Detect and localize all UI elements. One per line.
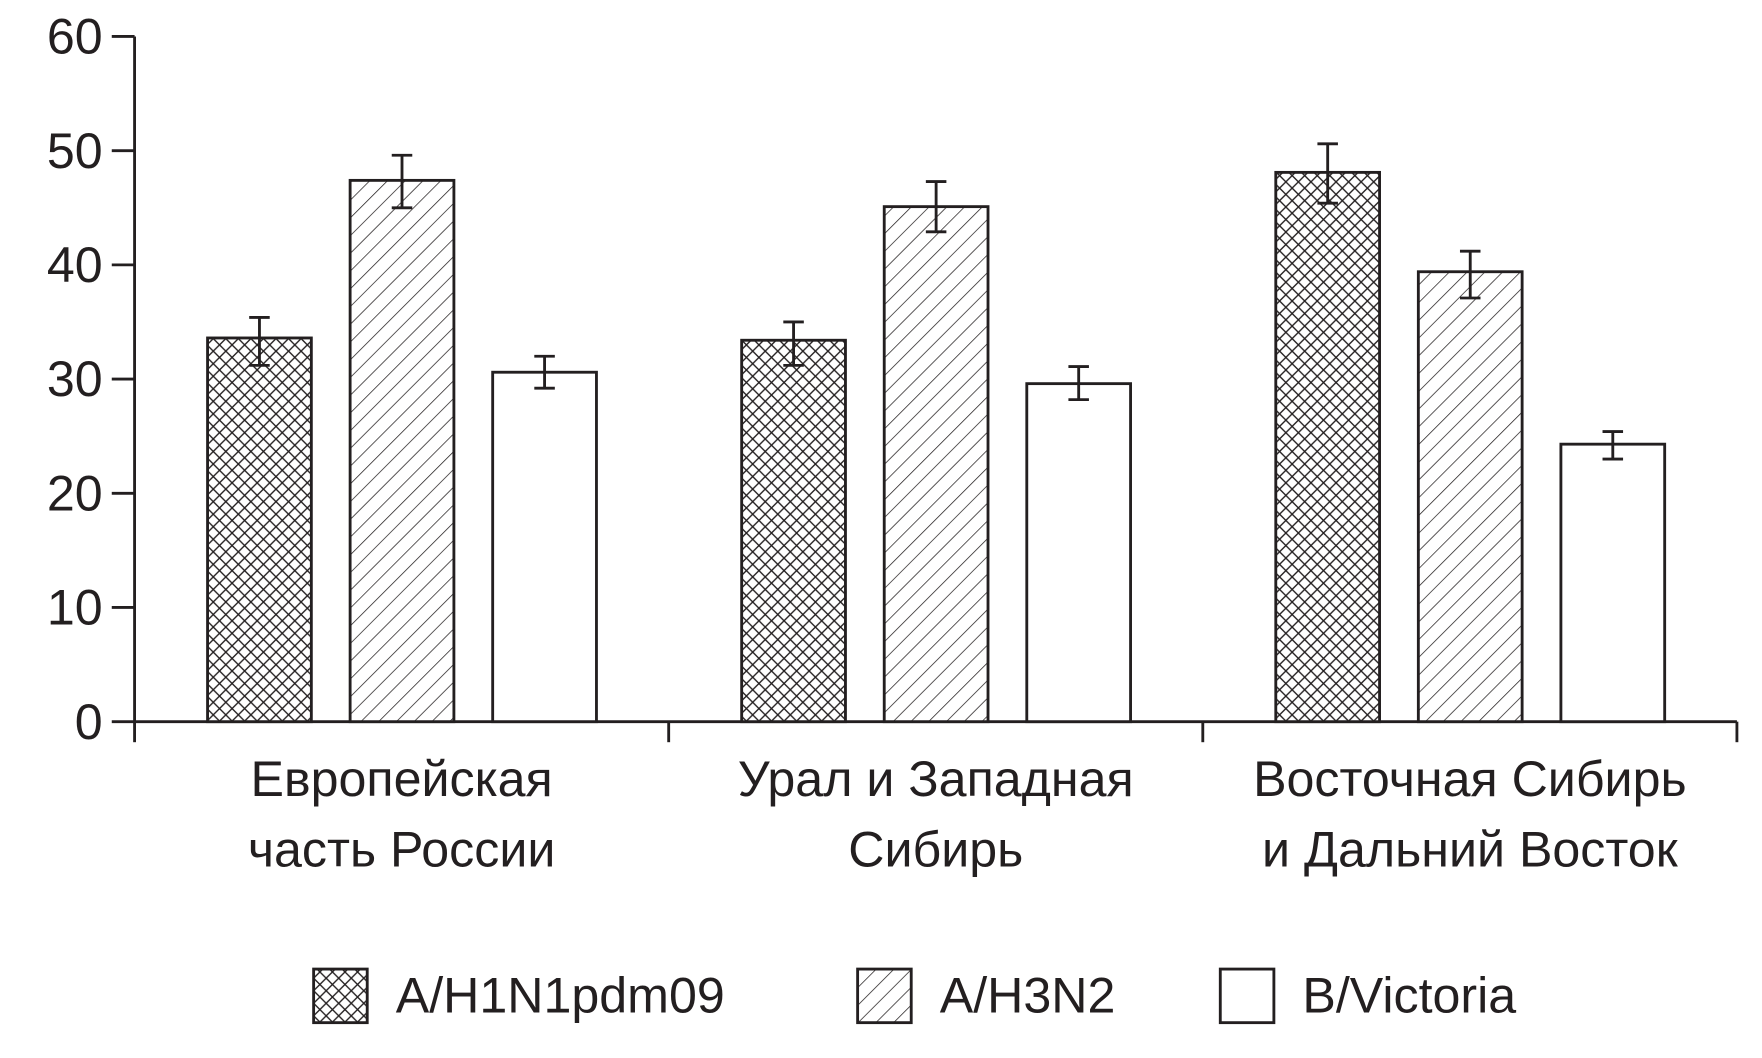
legend-label: A/H1N1pdm09 xyxy=(396,967,725,1023)
y-tick-label: 50 xyxy=(47,123,103,179)
bar xyxy=(882,205,990,724)
y-tick-label: 60 xyxy=(47,9,103,65)
bar xyxy=(1274,170,1381,724)
legend: A/H1N1pdm09 A/H3N2 B/Victoria xyxy=(312,967,1516,1025)
x-category-label: Восточная Сибирь xyxy=(1253,751,1687,807)
y-tick-label: 20 xyxy=(47,465,103,521)
legend-label: A/H3N2 xyxy=(940,967,1116,1023)
x-category-label: Сибирь xyxy=(848,821,1023,877)
legend-label: B/Victoria xyxy=(1302,967,1516,1023)
x-category-label: и Дальний Восток xyxy=(1262,821,1679,877)
bar xyxy=(1559,442,1667,724)
y-tick-label: 40 xyxy=(47,237,103,293)
bar xyxy=(1416,270,1524,724)
bar xyxy=(206,336,313,724)
bars xyxy=(206,142,1667,724)
x-category-label: Урал и Западная xyxy=(738,751,1134,807)
legend-swatch xyxy=(856,967,913,1025)
y-tick-label: 0 xyxy=(75,694,103,750)
x-category-label: часть России xyxy=(248,821,556,877)
y-tick-label: 30 xyxy=(47,351,103,407)
bar xyxy=(348,178,456,724)
bar xyxy=(740,338,847,724)
x-category-label: Европейская xyxy=(251,751,553,807)
legend-swatch xyxy=(312,967,369,1025)
bar xyxy=(491,370,598,724)
legend-swatch xyxy=(1218,967,1276,1025)
y-tick-label: 10 xyxy=(47,580,103,636)
bar xyxy=(1025,382,1132,724)
axes: 0 10 20 30 40 50 60 Европейская часть России Урал… xyxy=(47,9,1739,877)
